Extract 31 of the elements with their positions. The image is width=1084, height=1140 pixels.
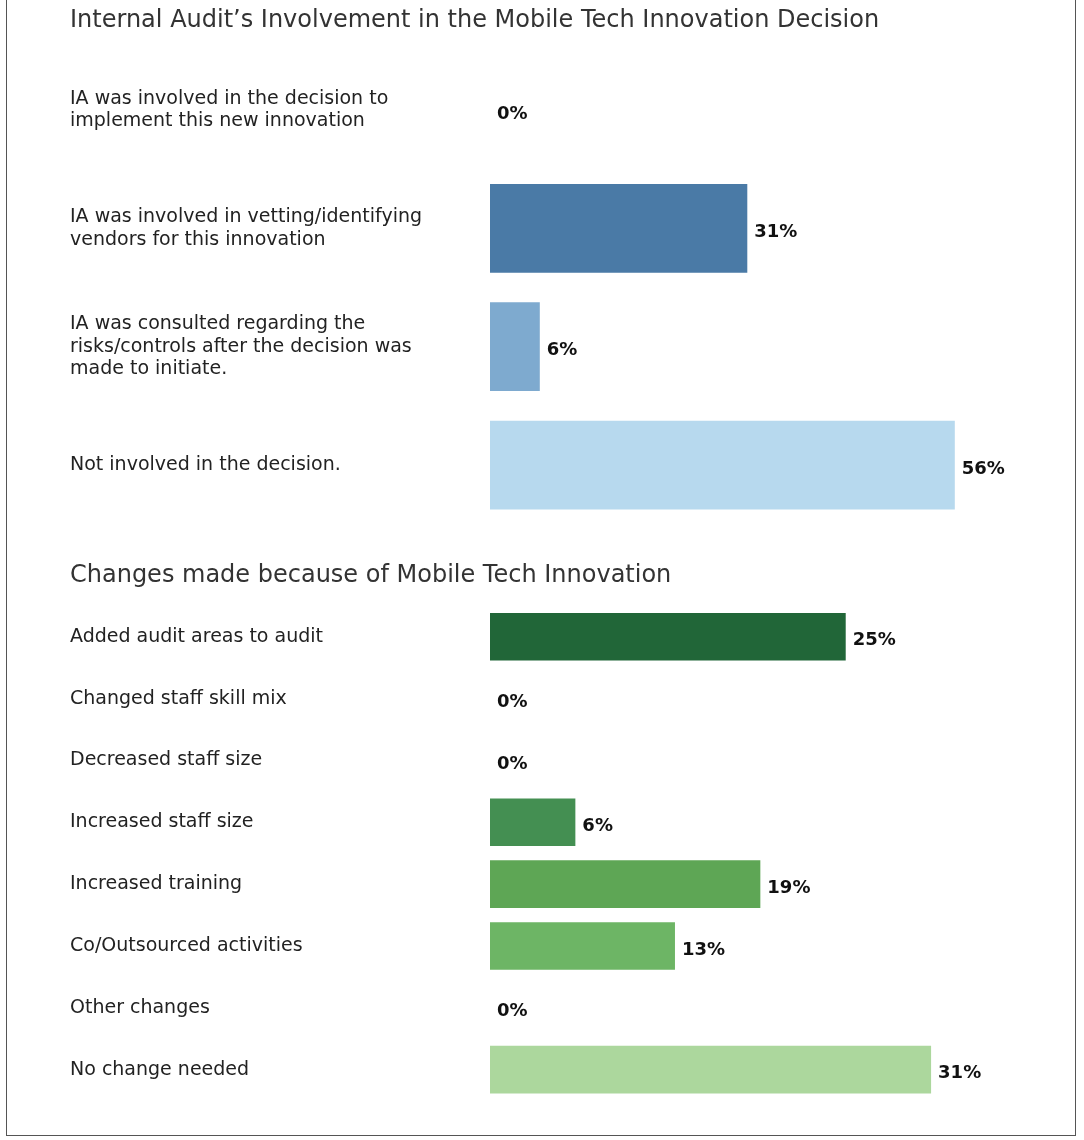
y-tick-label: Increased staff size — [70, 809, 254, 832]
bar — [490, 860, 761, 908]
y-tick-label: IA was consulted regarding the risks/controls after the decision was made to initiate. — [70, 310, 412, 379]
bar — [490, 612, 846, 661]
bar — [490, 922, 675, 970]
y-tick-label: Added audit areas to audit — [70, 623, 323, 646]
bar — [490, 798, 576, 847]
y-tick-label: Not involved in the decision. — [70, 451, 341, 474]
data-label: 56% — [961, 456, 1005, 478]
data-label: 6% — [546, 338, 578, 360]
data-label: 13% — [681, 937, 726, 959]
data-label: 0% — [497, 752, 528, 774]
data-label: 31% — [938, 1061, 982, 1083]
data-label: 0% — [497, 999, 528, 1021]
chart-title: Internal Audit’s Involvement in the Mobile Tech Innovation Decision — [70, 4, 880, 33]
data-label: 0% — [497, 690, 528, 712]
bar — [490, 1045, 932, 1094]
data-label: 19% — [767, 875, 811, 897]
data-label: 6% — [582, 813, 613, 835]
y-tick-label: IA was involved in the decision to implement this new innovation — [70, 85, 389, 131]
data-label: 25% — [852, 628, 896, 650]
y-tick-label: Changed staff skill mix — [70, 685, 287, 708]
y-tick-label: Increased training — [70, 871, 243, 894]
y-tick-label: Co/Outsourced activities — [70, 932, 303, 955]
y-tick-label: Decreased staff size — [70, 747, 263, 770]
y-tick-label: No change needed — [70, 1056, 250, 1079]
y-tick-label: IA was involved in vetting/identifying vendors for this innovation — [70, 203, 423, 249]
data-label: 31% — [754, 220, 798, 241]
chart-title: Changes made because of Mobile Tech Innovation — [70, 559, 672, 588]
y-tick-label: Other changes — [70, 994, 210, 1017]
data-label: 0% — [497, 101, 528, 123]
